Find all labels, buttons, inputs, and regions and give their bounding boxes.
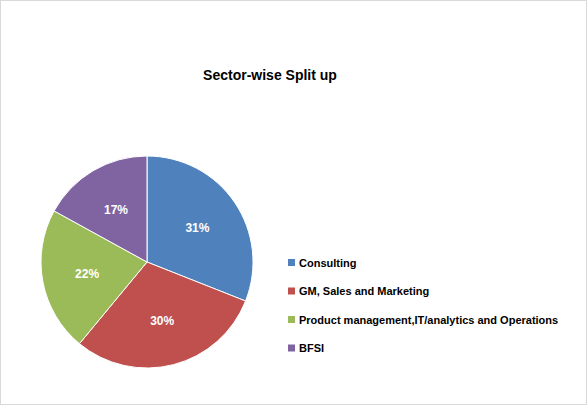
chart-background xyxy=(1,1,587,405)
chart: Sector-wise Split up 31% 30% 22% 17% Consulti… xyxy=(0,0,587,405)
legend-item: GM, Sales and Marketing xyxy=(288,285,429,297)
pie xyxy=(41,156,253,368)
data-label: 22% xyxy=(75,267,99,281)
title: Sector-wise Split up xyxy=(203,67,337,83)
legend-label: Product management,IT/analytics and Oper… xyxy=(299,314,558,326)
data-label: 30% xyxy=(150,314,174,328)
legend-label: Consulting xyxy=(299,257,356,269)
data-label: 17% xyxy=(104,203,128,217)
legend-swatch xyxy=(288,316,295,323)
data-labels: 31% 30% 22% 17% xyxy=(75,203,210,328)
pie-slice xyxy=(54,156,147,262)
legend-label: GM, Sales and Marketing xyxy=(299,285,429,297)
legend-label: BFSI xyxy=(299,342,324,354)
legend-swatch xyxy=(288,259,295,266)
legend: Consulting GM, Sales and Marketing Product… xyxy=(288,257,558,355)
legend-item: Product management,IT/analytics and Oper… xyxy=(288,314,558,326)
legend-swatch xyxy=(288,288,295,295)
legend-swatch xyxy=(288,345,295,352)
legend-item: Consulting xyxy=(288,257,356,269)
data-label: 31% xyxy=(185,221,209,235)
legend-item: BFSI xyxy=(288,342,324,354)
